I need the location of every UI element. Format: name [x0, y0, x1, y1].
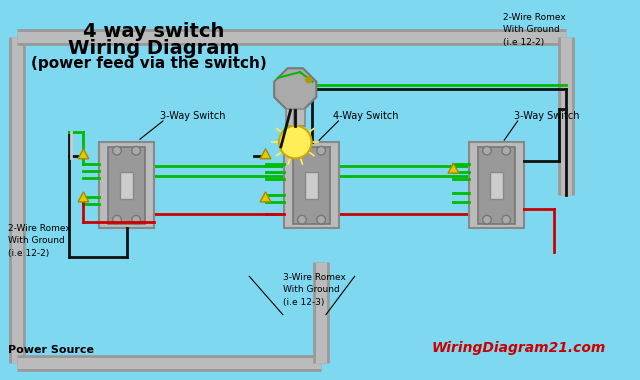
- Circle shape: [298, 146, 307, 155]
- Circle shape: [306, 77, 312, 82]
- Polygon shape: [78, 192, 89, 202]
- Circle shape: [317, 146, 326, 155]
- Circle shape: [502, 215, 511, 224]
- Circle shape: [483, 146, 492, 155]
- Text: 2-Wire Romex
With Ground
(i.e 12-2): 2-Wire Romex With Ground (i.e 12-2): [8, 223, 70, 258]
- Text: 4 way switch: 4 way switch: [83, 22, 224, 41]
- Polygon shape: [260, 149, 271, 159]
- Bar: [120, 172, 133, 199]
- Text: 3-Way Switch: 3-Way Switch: [514, 111, 579, 121]
- Polygon shape: [78, 149, 89, 159]
- Text: 3-Way Switch: 3-Way Switch: [160, 111, 225, 121]
- Bar: [285, 109, 305, 126]
- Circle shape: [113, 215, 121, 224]
- Bar: [478, 147, 515, 223]
- Circle shape: [298, 215, 307, 224]
- Text: Wiring Diagram: Wiring Diagram: [68, 38, 239, 57]
- Bar: [108, 147, 145, 223]
- Circle shape: [502, 146, 511, 155]
- Bar: [293, 147, 330, 223]
- Circle shape: [132, 146, 140, 155]
- Text: 2-Wire Romex
With Ground
(i.e 12-2): 2-Wire Romex With Ground (i.e 12-2): [503, 13, 566, 47]
- Text: (power feed via the switch): (power feed via the switch): [31, 56, 266, 71]
- Bar: [490, 172, 503, 199]
- Polygon shape: [260, 192, 271, 202]
- Circle shape: [483, 215, 492, 224]
- Text: 4-Way Switch: 4-Way Switch: [333, 111, 398, 121]
- Polygon shape: [448, 163, 459, 173]
- Bar: [99, 142, 154, 228]
- Bar: [305, 172, 318, 199]
- Circle shape: [279, 126, 312, 158]
- Bar: [284, 142, 339, 228]
- Polygon shape: [274, 68, 316, 111]
- Text: Power Source: Power Source: [8, 345, 93, 355]
- Bar: [468, 142, 524, 228]
- Circle shape: [317, 215, 326, 224]
- Circle shape: [113, 146, 121, 155]
- Text: 3-Wire Romex
With Ground
(i.e 12-3): 3-Wire Romex With Ground (i.e 12-3): [283, 273, 346, 307]
- Circle shape: [132, 215, 140, 224]
- Text: WiringDiagram21.com: WiringDiagram21.com: [431, 341, 605, 355]
